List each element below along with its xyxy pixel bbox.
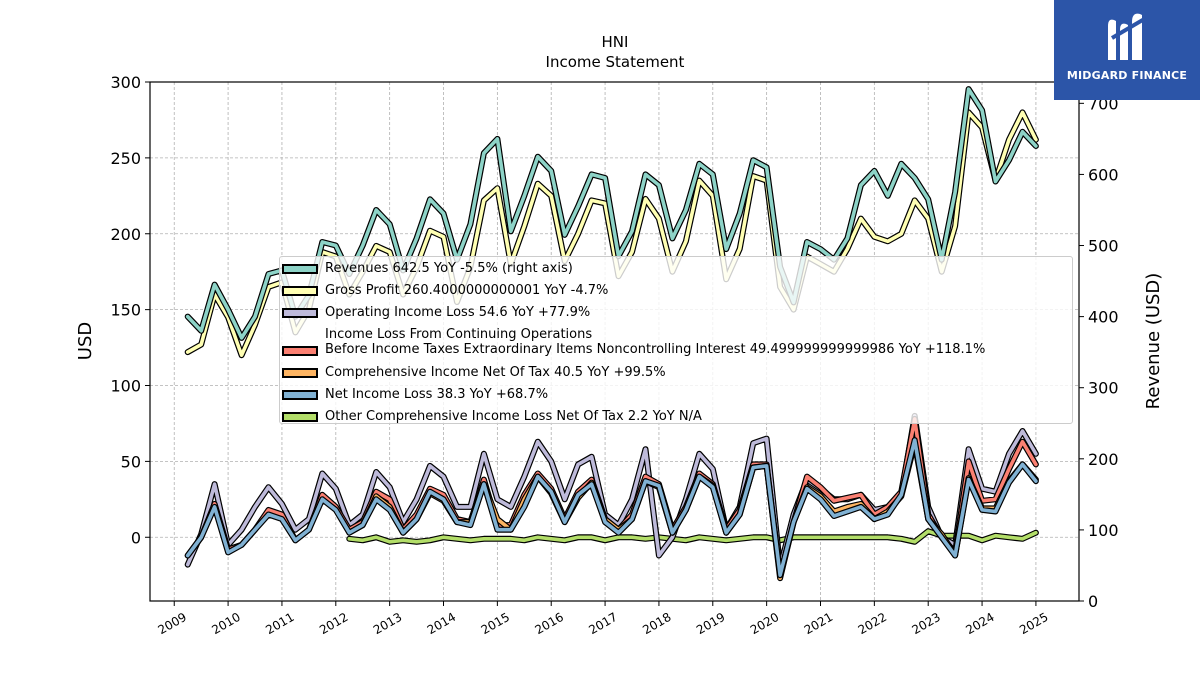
legend-label-line: Income Loss From Continuing Operations — [325, 327, 593, 342]
legend-item: Revenues 642.5 YoY -5.5% (right axis) — [282, 261, 573, 276]
legend-label: Revenues 642.5 YoY -5.5% (right axis) — [325, 261, 573, 276]
x-tick-label: 2009 — [156, 610, 189, 637]
legend-swatch — [282, 390, 318, 400]
x-tick-label: 2024 — [963, 610, 996, 637]
chart-legend: Revenues 642.5 YoY -5.5% (right axis) Gro… — [279, 256, 1073, 424]
legend-label: Net Income Loss 38.3 YoY +68.7% — [325, 387, 548, 402]
legend-label: Other Comprehensive Income Loss Net Of T… — [325, 409, 702, 424]
legend-swatch — [282, 286, 318, 296]
right-tick-label: 400 — [1088, 308, 1119, 327]
legend-label-line: Comprehensive Income Net Of Tax 40.5 YoY… — [325, 365, 666, 380]
x-tick-label: 2020 — [748, 610, 781, 637]
legend-label: Income Loss From Continuing Operations Be… — [325, 327, 985, 357]
legend-swatch — [282, 308, 318, 318]
series-0-line — [185, 87, 1038, 340]
right-tick-label: 500 — [1088, 237, 1119, 256]
x-tick-label: 2022 — [856, 610, 889, 637]
legend-swatch — [282, 264, 318, 274]
legend-label-line: Other Comprehensive Income Loss Net Of T… — [325, 409, 702, 424]
legend-label-line: Before Income Taxes Extraordinary Items … — [325, 342, 986, 357]
x-axis: 2009 2010 2011 2012 2013 2014 2015 2016 2017 2018… — [156, 601, 1051, 637]
series-6-line — [347, 529, 1038, 544]
y-axis-label: USD — [75, 322, 96, 360]
x-tick-label: 2025 — [1017, 610, 1050, 637]
legend-label: Gross Profit 260.4000000000001 YoY -4.7% — [325, 283, 608, 298]
x-tick-label: 2015 — [479, 610, 512, 637]
series-lines — [184, 86, 1039, 582]
x-tick-label: 2012 — [317, 610, 350, 637]
midgard-logo-icon — [1108, 13, 1148, 61]
brand-name: MIDGARD FINANCE — [1066, 69, 1188, 82]
right-tick-label: 300 — [1088, 379, 1119, 398]
left-tick-label: 150 — [110, 301, 141, 320]
left-tick-label: 50 — [121, 452, 141, 471]
chart-subtitle: Income Statement — [546, 53, 685, 71]
legend-label-line: Operating Income Loss 54.6 YoY +77.9% — [325, 305, 591, 320]
legend-label: Operating Income Loss 54.6 YoY +77.9% — [325, 305, 590, 320]
series-1-line — [185, 110, 1038, 358]
legend-swatch — [282, 346, 318, 356]
x-tick-label: 2019 — [694, 610, 727, 637]
x-tick-label: 2018 — [640, 610, 673, 637]
legend-label-line: Gross Profit 260.4000000000001 YoY -4.7% — [325, 283, 609, 298]
right-tick-label: 200 — [1088, 450, 1119, 469]
left-tick-label: 200 — [110, 225, 141, 244]
legend-item: Gross Profit 260.4000000000001 YoY -4.7% — [282, 283, 608, 298]
left-tick-label: 0 — [131, 528, 141, 547]
series-5-line — [185, 438, 1038, 578]
x-tick-label: 2011 — [263, 610, 296, 637]
chart-title: HNI — [602, 33, 629, 51]
right-tick-label: 600 — [1088, 165, 1119, 184]
y-axis-right-label: Revenue (USD) — [1143, 273, 1164, 410]
x-tick-label: 2016 — [532, 610, 565, 637]
legend-label-line: Revenues 642.5 YoY -5.5% (right axis) — [325, 261, 573, 276]
legend-label-line: Net Income Loss 38.3 YoY +68.7% — [325, 387, 549, 402]
plot-frame — [149, 81, 1080, 602]
left-tick-label: 300 — [110, 73, 141, 92]
right-tick-label: 0 — [1088, 592, 1098, 611]
right-tick-label: 100 — [1088, 521, 1119, 540]
legend-swatch — [282, 412, 318, 422]
x-tick-label: 2010 — [209, 610, 242, 637]
left-tick-label: 250 — [110, 149, 141, 168]
x-tick-label: 2021 — [802, 610, 835, 637]
legend-item: Income Loss From Continuing Operations Be… — [282, 327, 985, 357]
legend-item: Net Income Loss 38.3 YoY +68.7% — [282, 387, 548, 402]
left-axis: 0 50 100 150 200 250 300 — [110, 73, 150, 547]
x-tick-label: 2017 — [586, 610, 619, 637]
legend-label: Comprehensive Income Net Of Tax 40.5 YoY… — [325, 365, 666, 380]
legend-item: Other Comprehensive Income Loss Net Of T… — [282, 409, 702, 424]
legend-item: Operating Income Loss 54.6 YoY +77.9% — [282, 305, 590, 320]
x-tick-label: 2013 — [371, 610, 404, 637]
x-tick-label: 2014 — [425, 610, 458, 637]
legend-swatch — [282, 368, 318, 378]
x-tick-label: 2023 — [909, 610, 942, 637]
legend-item: Comprehensive Income Net Of Tax 40.5 YoY… — [282, 365, 666, 380]
brand-logo: MIDGARD FINANCE — [1054, 0, 1200, 100]
left-tick-label: 100 — [110, 377, 141, 396]
